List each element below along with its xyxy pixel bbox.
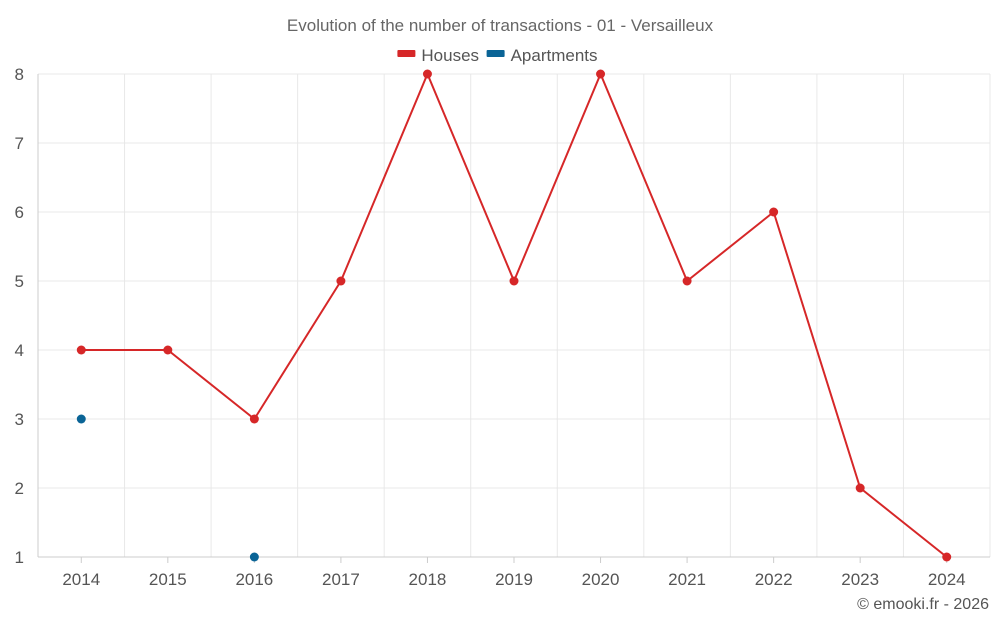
grid — [38, 73, 991, 557]
y-tick-label: 8 — [15, 65, 24, 84]
data-point-houses-2020[interactable] — [596, 69, 606, 79]
credit-text: © emooki.fr - 2026 — [857, 596, 989, 613]
legend-label: Apartments — [511, 46, 598, 65]
x-tick-label: 2020 — [582, 570, 620, 589]
y-tick-label: 3 — [15, 410, 24, 429]
data-point-apartments-2016[interactable] — [249, 552, 259, 562]
x-tick-label: 2021 — [668, 570, 706, 589]
x-tick-label: 2022 — [755, 570, 793, 589]
data-point-houses-2023[interactable] — [855, 483, 865, 493]
chart-title: Evolution of the number of transactions … — [287, 16, 714, 35]
y-tick-label: 5 — [15, 272, 24, 291]
data-point-houses-2017[interactable] — [336, 276, 346, 286]
x-tick-label: 2015 — [149, 570, 187, 589]
series-apartments — [76, 414, 259, 562]
axes: 1 2 3 4 5 6 7 8 2014 2015 2016 2017 2018 2019 2020 2021… — [15, 65, 990, 589]
legend-item-houses[interactable]: Houses — [397, 46, 479, 65]
legend: Houses Apartments — [397, 46, 598, 65]
series-houses — [76, 69, 952, 562]
data-point-houses-2022[interactable] — [769, 207, 779, 217]
data-point-apartments-2014[interactable] — [76, 414, 86, 424]
series-layer — [76, 69, 952, 562]
legend-swatch — [486, 50, 505, 57]
data-point-houses-2019[interactable] — [509, 276, 519, 286]
data-point-houses-2015[interactable] — [163, 345, 173, 355]
x-tick-label: 2014 — [62, 570, 100, 589]
y-tick-label: 2 — [15, 479, 24, 498]
y-tick-label: 6 — [15, 203, 24, 222]
data-point-houses-2016[interactable] — [249, 414, 259, 424]
legend-swatch — [397, 50, 416, 57]
x-tick-label: 2023 — [841, 570, 879, 589]
data-point-houses-2024[interactable] — [942, 552, 952, 562]
data-point-houses-2014[interactable] — [76, 345, 86, 355]
x-tick-label: 2017 — [322, 570, 360, 589]
data-point-houses-2021[interactable] — [682, 276, 692, 286]
data-point-houses-2018[interactable] — [422, 69, 432, 79]
y-tick-label: 1 — [15, 548, 24, 567]
legend-label: Houses — [421, 46, 479, 65]
x-tick-label: 2024 — [928, 570, 966, 589]
x-tick-label: 2018 — [409, 570, 447, 589]
y-tick-label: 7 — [15, 134, 24, 153]
legend-item-apartments[interactable]: Apartments — [486, 46, 598, 65]
y-tick-label: 4 — [15, 341, 24, 360]
x-tick-label: 2019 — [495, 570, 533, 589]
x-tick-label: 2016 — [235, 570, 273, 589]
